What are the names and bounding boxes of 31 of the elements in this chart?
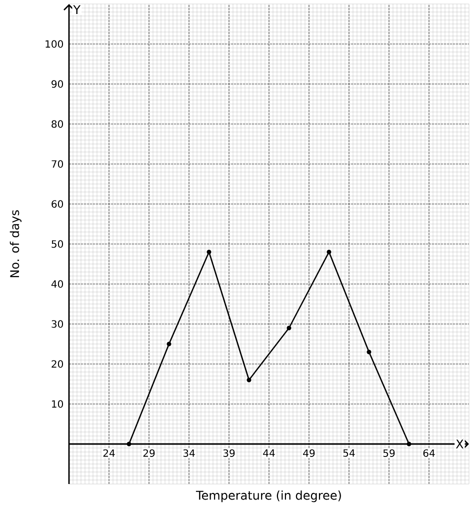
point bbox=[126, 442, 132, 446]
x-tick-label: 44 bbox=[263, 449, 275, 457]
point bbox=[246, 378, 252, 382]
x-tick-label: 34 bbox=[183, 449, 195, 457]
y-tick-label: 30 bbox=[52, 320, 64, 328]
x-tick-label: 64 bbox=[423, 449, 435, 457]
x-tick-label: 49 bbox=[303, 449, 315, 457]
point bbox=[286, 326, 292, 330]
y-tick-label: 100 bbox=[46, 40, 64, 48]
y-tick-label: 90 bbox=[52, 80, 64, 88]
y-tick-label: 20 bbox=[52, 360, 64, 368]
point bbox=[206, 250, 212, 254]
x-tick-label: 54 bbox=[343, 449, 355, 457]
x-tick-label: 39 bbox=[223, 449, 235, 457]
y-tick-label: 40 bbox=[51, 280, 64, 288]
x-axis-title: Temperature (in degree) bbox=[196, 490, 341, 502]
y-tick-label: 10 bbox=[52, 400, 64, 408]
point bbox=[326, 250, 332, 254]
y-tick-label: 50 bbox=[52, 240, 64, 248]
y-tick-label: 60 bbox=[52, 200, 64, 208]
point bbox=[366, 350, 372, 354]
x-tick-label: 59 bbox=[383, 449, 395, 457]
x-tick-label: 24 bbox=[103, 449, 115, 457]
point bbox=[166, 342, 172, 346]
point bbox=[406, 442, 412, 446]
y-tick-label: 80 bbox=[52, 120, 64, 128]
y-tick-label: 70 bbox=[52, 160, 64, 168]
y-axis-title: No. of days bbox=[10, 210, 22, 278]
annotation: X bbox=[456, 440, 464, 448]
x-tick-label: 29 bbox=[143, 449, 155, 457]
annotation: Y bbox=[73, 5, 81, 14]
